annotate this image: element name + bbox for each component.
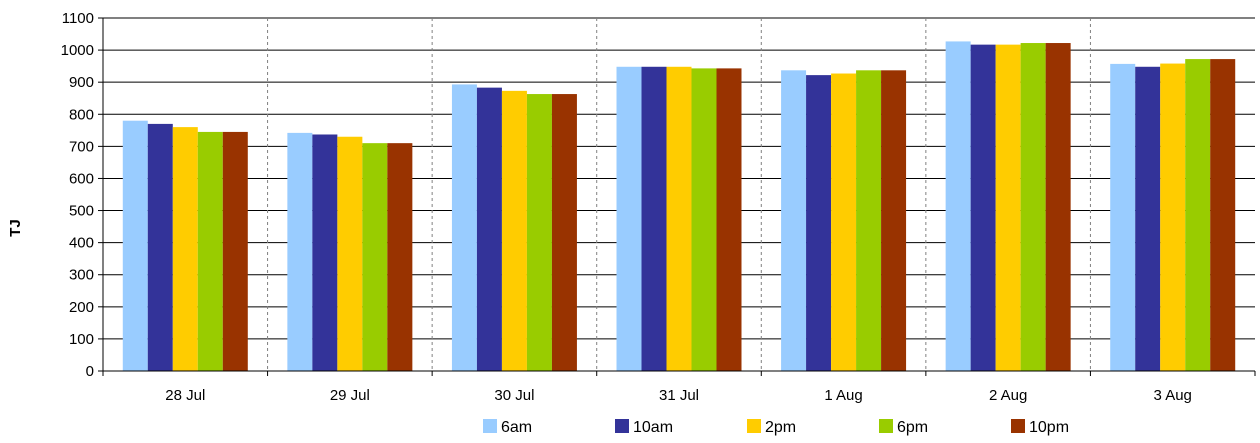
- bar-6pm-30-jul: [526, 94, 552, 372]
- bar-2pm-2-aug: [995, 44, 1021, 371]
- bars: [122, 41, 1236, 372]
- bar-6am-1-aug: [781, 70, 807, 372]
- legend-swatch-6pm: [879, 419, 893, 433]
- bar-6am-31-jul: [616, 66, 642, 371]
- bar-10pm-28-jul: [222, 131, 248, 371]
- y-tick-label: 400: [69, 235, 94, 252]
- y-tick-label: 300: [69, 267, 94, 284]
- x-tick-label: 1 Aug: [824, 387, 862, 404]
- bar-2pm-3-aug: [1160, 63, 1186, 371]
- bar-6am-3-aug: [1110, 63, 1136, 371]
- bar-2pm-31-jul: [666, 66, 692, 371]
- bar-10am-2-aug: [970, 44, 996, 371]
- bar-10pm-31-jul: [716, 68, 742, 372]
- y-tick-label: 0: [86, 363, 94, 380]
- bar-10pm-29-jul: [387, 143, 413, 371]
- bar-6pm-1-aug: [856, 70, 882, 372]
- bar-2pm-28-jul: [172, 127, 198, 371]
- legend-label-10am: 10am: [633, 419, 673, 436]
- bar-6pm-31-jul: [691, 68, 717, 372]
- y-tick-label: 500: [69, 203, 94, 220]
- legend: 6am 10am 2pm 6pm 10pm: [483, 419, 1069, 436]
- bar-10am-30-jul: [476, 87, 502, 372]
- bar-10am-31-jul: [641, 66, 667, 371]
- y-tick-label: 800: [69, 106, 94, 123]
- legend-label-6am: 6am: [501, 419, 532, 436]
- bar-6am-28-jul: [122, 120, 148, 371]
- y-tick-label: 600: [69, 170, 94, 187]
- bar-10am-3-aug: [1135, 66, 1161, 371]
- y-axis-title: TJ: [7, 219, 24, 237]
- legend-swatch-6am: [483, 419, 497, 433]
- y-tick-label: 100: [69, 331, 94, 348]
- legend-label-2pm: 2pm: [765, 419, 796, 436]
- y-tick-label: 1100: [62, 10, 94, 27]
- bar-10am-1-aug: [806, 75, 832, 371]
- bar-10pm-2-aug: [1045, 43, 1071, 371]
- y-tick-label: 700: [69, 138, 94, 155]
- x-tick-label: 3 Aug: [1154, 387, 1192, 404]
- y-tick-label: 200: [69, 299, 94, 316]
- bar-6pm-29-jul: [362, 143, 388, 371]
- bar-2pm-29-jul: [337, 136, 363, 371]
- x-tick-label: 29 Jul: [330, 387, 370, 404]
- bar-6am-2-aug: [945, 41, 971, 372]
- bar-2pm-1-aug: [831, 73, 857, 371]
- axes: 0 100 200 300 400 500 600 700 800 900 1000 1100 28 J…: [61, 10, 1256, 404]
- bar-2pm-30-jul: [501, 90, 527, 371]
- y-tick-label: 1000: [61, 42, 94, 59]
- x-tick-label: 2 Aug: [989, 387, 1027, 404]
- bar-10am-28-jul: [147, 123, 173, 372]
- bar-10pm-1-aug: [881, 70, 907, 372]
- y-tick-label: 900: [69, 74, 94, 91]
- x-tick-label: 30 Jul: [494, 387, 534, 404]
- legend-label-10pm: 10pm: [1029, 419, 1069, 436]
- bar-10pm-30-jul: [551, 94, 577, 372]
- x-tick-label: 28 Jul: [165, 387, 205, 404]
- bar-6pm-28-jul: [197, 131, 223, 371]
- legend-swatch-10pm: [1011, 419, 1025, 433]
- bar-6pm-2-aug: [1020, 43, 1046, 371]
- legend-label-6pm: 6pm: [897, 419, 928, 436]
- x-tick-label: 31 Jul: [659, 387, 699, 404]
- legend-swatch-10am: [615, 419, 629, 433]
- bar-6pm-3-aug: [1185, 59, 1211, 372]
- bar-6am-29-jul: [287, 132, 313, 371]
- legend-swatch-2pm: [747, 419, 761, 433]
- bar-10am-29-jul: [312, 134, 338, 371]
- bar-6am-30-jul: [451, 84, 477, 371]
- bar-10pm-3-aug: [1210, 59, 1236, 372]
